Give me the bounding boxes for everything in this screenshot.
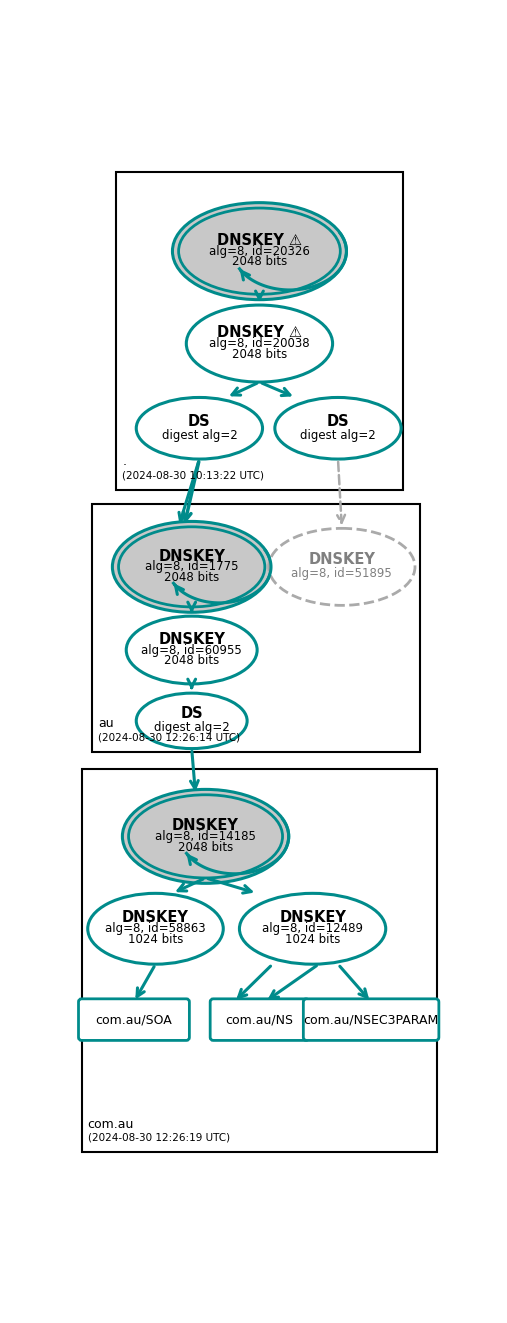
Text: alg=8, id=14185: alg=8, id=14185: [155, 830, 256, 843]
Text: 2048 bits: 2048 bits: [164, 572, 220, 585]
Ellipse shape: [126, 617, 257, 684]
Text: com.au/SOA: com.au/SOA: [95, 1013, 172, 1027]
Text: digest alg=2: digest alg=2: [162, 429, 237, 442]
Text: alg=8, id=58863: alg=8, id=58863: [105, 922, 206, 935]
Text: DNSKEY: DNSKEY: [308, 553, 375, 568]
Text: au: au: [98, 717, 114, 730]
Text: com.au/NSEC3PARAM: com.au/NSEC3PARAM: [304, 1013, 439, 1027]
Text: 2048 bits: 2048 bits: [178, 840, 233, 853]
Bar: [92, 504, 420, 751]
Text: 2048 bits: 2048 bits: [164, 655, 220, 667]
Text: (2024-08-30 12:26:14 UTC): (2024-08-30 12:26:14 UTC): [98, 733, 240, 742]
FancyBboxPatch shape: [303, 999, 439, 1040]
Ellipse shape: [122, 790, 288, 884]
Text: 1024 bits: 1024 bits: [285, 933, 340, 946]
Ellipse shape: [239, 893, 386, 964]
Text: DNSKEY: DNSKEY: [158, 632, 225, 647]
Bar: [116, 172, 404, 490]
Text: alg=8, id=60955: alg=8, id=60955: [141, 643, 242, 656]
Text: digest alg=2: digest alg=2: [300, 429, 376, 442]
Text: alg=8, id=1775: alg=8, id=1775: [145, 561, 238, 573]
Text: DNSKEY ⚠️: DNSKEY ⚠️: [217, 325, 302, 340]
Text: com.au: com.au: [88, 1118, 134, 1130]
Text: 1024 bits: 1024 bits: [128, 933, 183, 946]
Ellipse shape: [136, 693, 247, 749]
Ellipse shape: [275, 397, 401, 459]
Ellipse shape: [88, 893, 223, 964]
Ellipse shape: [172, 202, 346, 300]
Text: DNSKEY: DNSKEY: [158, 549, 225, 564]
Text: alg=8, id=12489: alg=8, id=12489: [262, 922, 363, 935]
Text: (2024-08-30 12:26:19 UTC): (2024-08-30 12:26:19 UTC): [88, 1132, 230, 1143]
Text: DNSKEY: DNSKEY: [122, 910, 189, 926]
Text: 2048 bits: 2048 bits: [232, 255, 287, 269]
Text: com.au/NS: com.au/NS: [226, 1013, 294, 1027]
Text: alg=8, id=51895: alg=8, id=51895: [292, 568, 392, 581]
Ellipse shape: [186, 306, 333, 382]
Text: .: .: [122, 455, 126, 468]
Text: DNSKEY ⚠️: DNSKEY ⚠️: [217, 233, 302, 247]
Bar: [82, 770, 438, 1152]
Text: DS: DS: [180, 706, 203, 721]
Ellipse shape: [136, 397, 263, 459]
FancyBboxPatch shape: [210, 999, 309, 1040]
Text: DNSKEY: DNSKEY: [172, 818, 239, 833]
Text: alg=8, id=20038: alg=8, id=20038: [209, 337, 310, 351]
Ellipse shape: [113, 521, 271, 613]
FancyBboxPatch shape: [79, 999, 190, 1040]
Ellipse shape: [269, 528, 415, 606]
Text: digest alg=2: digest alg=2: [154, 721, 230, 734]
Text: (2024-08-30 10:13:22 UTC): (2024-08-30 10:13:22 UTC): [122, 471, 264, 480]
Text: alg=8, id=20326: alg=8, id=20326: [209, 245, 310, 258]
Text: DS: DS: [327, 414, 349, 429]
Text: 2048 bits: 2048 bits: [232, 348, 287, 361]
Text: DS: DS: [188, 414, 211, 429]
Text: DNSKEY: DNSKEY: [279, 910, 346, 926]
